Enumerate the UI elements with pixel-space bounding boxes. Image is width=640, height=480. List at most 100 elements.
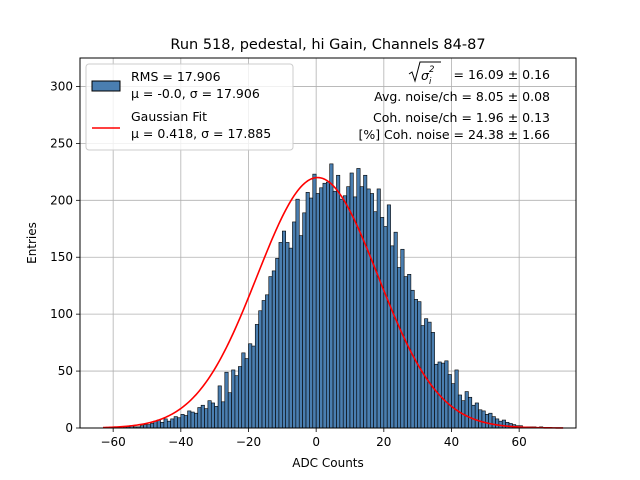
- legend-box: [85, 63, 294, 151]
- histogram-bar: [180, 414, 185, 429]
- histogram-bar: [271, 270, 276, 429]
- histogram-bar: [251, 345, 256, 429]
- histogram-bar: [383, 226, 388, 429]
- gaussian-fit-line: [102, 176, 564, 429]
- y-axis-ticks: 0 50 100 150 200 250 300: [50, 79, 80, 435]
- histogram-bar: [295, 198, 300, 429]
- histogram-bar: [424, 318, 429, 429]
- legend-hist-line1: RMS = 17.906: [131, 69, 221, 84]
- histogram-bar: [214, 406, 219, 429]
- annotation-sigma-value: = 16.09 ± 0.16: [450, 67, 551, 82]
- y-tick-label: 50: [58, 364, 73, 378]
- histogram-bar: [183, 415, 188, 429]
- histogram-bar: [268, 276, 273, 429]
- histogram-bar: [197, 407, 202, 429]
- histogram-bar: [369, 193, 374, 429]
- histogram-bar: [173, 416, 178, 429]
- histogram-bar: [454, 369, 459, 429]
- histogram-bar: [376, 188, 381, 429]
- histogram-bar: [481, 410, 486, 429]
- histogram-bar: [302, 212, 307, 429]
- histogram-bar: [447, 374, 452, 429]
- x-tick-label: 20: [376, 435, 391, 449]
- histogram-bar: [309, 197, 314, 429]
- histogram-bar: [166, 420, 171, 429]
- histogram-bar: [478, 409, 483, 429]
- histogram-bar: [471, 404, 476, 429]
- histogram-bar: [342, 195, 347, 429]
- histogram-bar: [420, 325, 425, 429]
- histogram-bar: [336, 174, 341, 429]
- noise-annotations: σ 2 i = 16.09 ± 0.16 Avg. noise/ch = 8.0…: [358, 61, 551, 142]
- histogram-bar: [390, 245, 395, 429]
- histogram-bar: [319, 187, 324, 429]
- histogram-bar: [187, 410, 192, 429]
- histogram-bar: [210, 402, 215, 429]
- histogram-bar: [170, 418, 175, 429]
- histogram-bar: [217, 385, 222, 429]
- histogram-bar: [356, 168, 361, 429]
- histogram-bar: [427, 321, 432, 429]
- histogram-bar: [380, 217, 385, 429]
- histogram-bar: [288, 247, 293, 429]
- y-tick-label: 0: [65, 421, 73, 435]
- histogram-bar: [238, 366, 243, 429]
- histogram-bar: [282, 230, 287, 429]
- legend-fit-line2: μ = 0.418, σ = 17.885: [131, 126, 271, 141]
- y-tick-label: 200: [50, 193, 73, 207]
- svg-text:σ: σ: [421, 68, 430, 83]
- histogram-bar: [254, 324, 259, 429]
- histogram-bar: [353, 196, 358, 429]
- histogram-bar: [163, 418, 168, 429]
- histogram-bar: [312, 173, 317, 429]
- y-tick-label: 250: [50, 136, 73, 150]
- histogram-bar: [227, 392, 232, 429]
- histogram-bar: [332, 190, 337, 429]
- histogram-bar: [234, 375, 239, 429]
- legend-hist-swatch: [91, 80, 121, 92]
- histogram-bar: [326, 181, 330, 429]
- histogram-bar: [221, 401, 226, 429]
- histogram-bar: [485, 414, 490, 429]
- svg-text:i: i: [429, 77, 432, 87]
- histogram-bar: [366, 188, 371, 429]
- histogram-bar: [501, 419, 506, 429]
- histogram-bar: [495, 418, 500, 429]
- histogram-bar: [224, 371, 229, 429]
- histogram-bar: [363, 174, 368, 429]
- histogram-bar: [241, 352, 246, 429]
- histogram-bar: [146, 424, 151, 429]
- histogram-bar: [410, 289, 415, 429]
- histogram-bar: [258, 310, 263, 429]
- histogram-bar: [248, 343, 253, 429]
- histogram-bar: [464, 391, 469, 429]
- histogram-bar: [298, 235, 303, 429]
- x-tick-label: 60: [512, 435, 527, 449]
- histogram-bar: [194, 412, 199, 429]
- x-tick-label: 0: [312, 435, 320, 449]
- histogram-bar: [261, 300, 266, 429]
- x-tick-label: 40: [444, 435, 459, 449]
- histogram-bar: [474, 402, 479, 429]
- x-axis-ticks: −60 −40 −20 0 20 40 60: [100, 428, 527, 449]
- annotation-coh-noise: Coh. noise/ch = 1.96 ± 0.13: [373, 110, 550, 125]
- histogram-bar: [393, 231, 398, 429]
- y-tick-label: 300: [50, 79, 73, 93]
- annotation-coh-percent: [%] Coh. noise = 24.38 ± 1.66: [358, 127, 550, 142]
- histogram-bar: [285, 242, 290, 429]
- x-tick-label: −40: [168, 435, 193, 449]
- histogram-bar: [386, 204, 391, 429]
- histogram-bar: [156, 419, 161, 429]
- y-tick-label: 150: [50, 250, 73, 264]
- histogram-bar: [329, 163, 334, 429]
- histogram-bar: [265, 294, 270, 429]
- y-tick-label: 100: [50, 307, 73, 321]
- histogram-bar: [150, 423, 155, 429]
- histogram-bar: [441, 362, 446, 429]
- histogram-bar: [346, 186, 351, 429]
- sigma-sqrt-symbol: σ 2 i: [408, 61, 441, 87]
- histogram-bar: [292, 221, 297, 429]
- x-tick-label: −20: [236, 435, 261, 449]
- histogram-bar: [231, 369, 236, 429]
